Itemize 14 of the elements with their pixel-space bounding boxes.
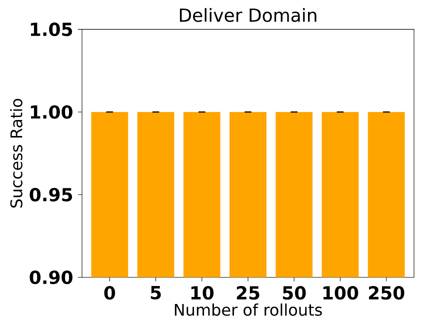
x-tick-label: 50 — [282, 286, 306, 300]
chart-title: Deliver Domain — [180, 8, 316, 22]
x-tick-label: 25 — [236, 286, 260, 300]
y-tick-label: 0.90 — [30, 270, 72, 284]
y-tick-label: 0.95 — [30, 188, 72, 202]
y-axis-title: Success Ratio — [10, 98, 22, 208]
y-tick-label: 1.05 — [30, 22, 72, 36]
x-tick-label: 5 — [150, 286, 161, 300]
x-tick-label: 100 — [323, 286, 358, 300]
x-tick-label: 0 — [104, 286, 116, 300]
x-tick-label: 10 — [191, 286, 214, 300]
x-tick-label: 250 — [368, 286, 404, 300]
x-axis-title: Number of rollouts — [174, 303, 322, 316]
y-tick-label: 1.00 — [30, 105, 72, 119]
